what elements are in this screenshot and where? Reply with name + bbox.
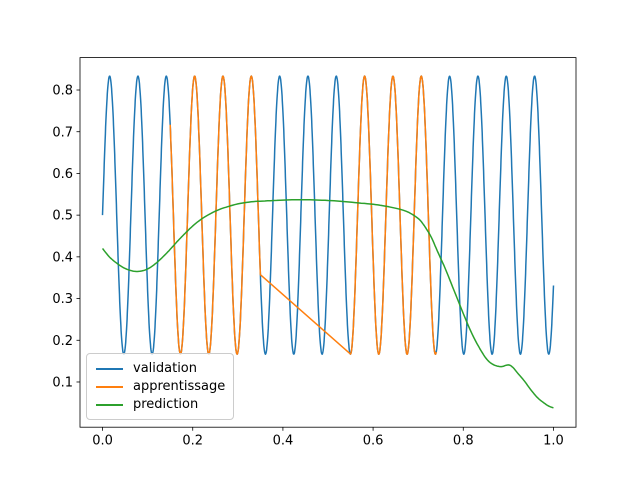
legend-entry-apprentissage: apprentissage <box>96 380 227 393</box>
legend-entry-prediction: prediction <box>96 398 227 411</box>
y-tick-label: 0.2 <box>52 334 73 349</box>
x-tick-label: 0.0 <box>92 434 113 449</box>
legend-label-prediction: prediction <box>133 397 199 412</box>
series-lines <box>101 75 555 409</box>
legend-entry-validation: validation <box>96 362 227 375</box>
x-tick-label: 1.0 <box>543 434 564 449</box>
prediction-line <box>101 198 554 409</box>
y-tick-label: 0.6 <box>52 167 73 182</box>
prediction-line-swatch <box>96 403 123 406</box>
x-tick-label: 0.4 <box>273 434 294 449</box>
y-tick-label: 0.7 <box>52 125 73 140</box>
legend: validation apprentissage prediction <box>86 353 234 420</box>
y-axis-ticks: 0.1 0.2 0.3 0.4 0.5 0.6 0.7 0.8 <box>52 84 80 391</box>
y-tick-label: 0.8 <box>52 84 73 99</box>
apprentissage-line <box>169 75 437 355</box>
legend-label-validation: validation <box>133 361 198 376</box>
legend-label-apprentissage: apprentissage <box>133 379 226 394</box>
apprentissage-line-swatch <box>96 385 123 388</box>
validation-line-swatch <box>96 367 123 370</box>
y-tick-label: 0.3 <box>52 292 73 307</box>
y-tick-label: 0.1 <box>52 376 73 391</box>
x-tick-label: 0.2 <box>182 434 203 449</box>
x-tick-label: 0.8 <box>453 434 474 449</box>
x-tick-label: 0.6 <box>363 434 384 449</box>
axes-frame <box>79 57 577 428</box>
x-axis-ticks: 0.0 0.2 0.4 0.6 0.8 1.0 <box>92 427 564 449</box>
y-tick-label: 0.5 <box>52 209 73 224</box>
y-tick-label: 0.4 <box>52 250 73 265</box>
